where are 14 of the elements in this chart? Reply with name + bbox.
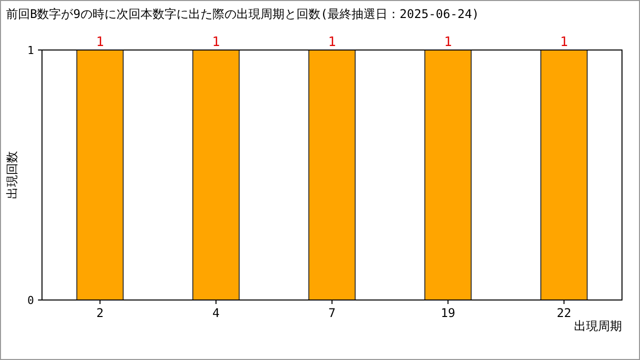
data-label: 1 (444, 35, 452, 50)
chart-title: 前回B数字が9の時に次回本数字に出た際の出現周期と回数(最終抽選日：2025-06-24) (6, 7, 480, 21)
x-tick-label: 4 (212, 306, 220, 320)
data-label: 1 (212, 35, 220, 50)
y-axis-title: 出現回数 (5, 151, 19, 199)
y-tick-label: 0 (27, 294, 34, 307)
x-axis-title: 出現周期 (574, 319, 622, 333)
data-label: 1 (96, 35, 104, 50)
data-label: 1 (328, 35, 336, 50)
data-label: 1 (560, 35, 568, 50)
x-tick-label: 7 (328, 306, 336, 320)
x-tick-label: 2 (96, 306, 104, 320)
x-tick-label: 19 (440, 306, 456, 320)
x-tick-label: 22 (556, 306, 572, 320)
